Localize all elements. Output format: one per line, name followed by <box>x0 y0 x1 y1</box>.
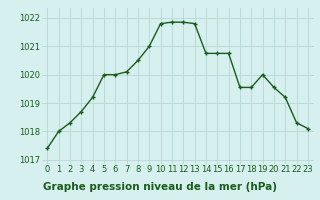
Text: Graphe pression niveau de la mer (hPa): Graphe pression niveau de la mer (hPa) <box>43 182 277 192</box>
